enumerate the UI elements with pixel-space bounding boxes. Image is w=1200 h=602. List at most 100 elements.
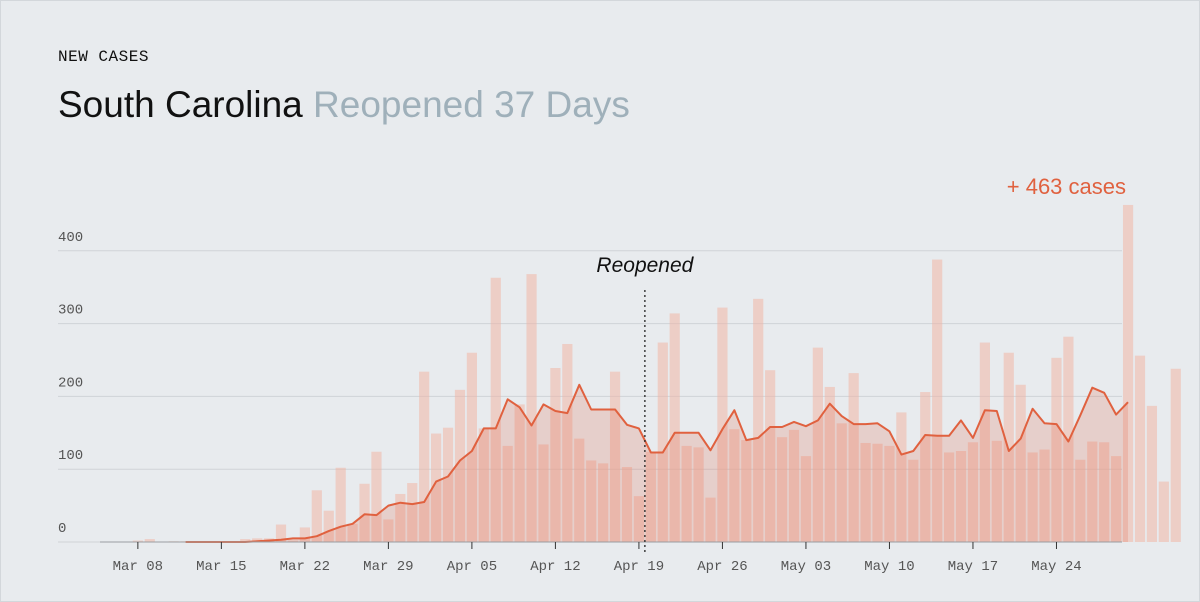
daily-bar — [967, 442, 979, 542]
daily-bar — [836, 423, 847, 542]
daily-bar — [550, 368, 561, 542]
daily-bar — [776, 437, 788, 542]
daily-bar — [729, 429, 740, 542]
x-axis: Mar 08 Mar 15 Mar 22 Mar 29 Apr 05 Apr 12 Apr … — [100, 541, 1122, 575]
daily-bar — [657, 342, 668, 542]
daily-bar — [908, 459, 919, 542]
daily-bar — [454, 389, 466, 542]
state-title: South Carolina — [58, 84, 303, 125]
daily-bar — [538, 444, 549, 542]
x-tick-label: Mar 08 — [113, 559, 163, 575]
y-tick-label: 100 — [58, 448, 83, 464]
daily-bar — [741, 440, 752, 542]
eyebrow-label: NEW CASES — [58, 48, 149, 66]
daily-bar — [753, 298, 764, 542]
daily-bar — [526, 274, 537, 542]
headline: South Carolina Reopened 37 Days — [58, 84, 630, 126]
y-axis-labels: 0 100 200 300 400 — [58, 230, 83, 537]
x-tick-label: Apr 26 — [697, 559, 747, 575]
daily-bar — [812, 347, 823, 542]
daily-bar — [478, 428, 489, 542]
daily-bar — [991, 440, 1002, 542]
daily-bar — [144, 539, 155, 542]
daily-bar — [514, 404, 525, 542]
daily-bar — [395, 493, 406, 542]
daily-bar — [645, 451, 656, 542]
daily-bar — [1087, 441, 1098, 542]
daily-bar — [609, 371, 621, 542]
daily-bar — [633, 496, 645, 542]
reopen-annotation: Reopened + 463 cases — [596, 174, 1126, 552]
daily-bar — [717, 307, 728, 542]
rolling-average — [185, 383, 1129, 543]
daily-bar — [1134, 355, 1146, 542]
daily-bars — [132, 204, 1181, 542]
y-tick-label: 200 — [58, 375, 83, 391]
daily-bar — [275, 524, 287, 542]
daily-bar — [896, 412, 907, 542]
daily-bar — [287, 540, 299, 542]
daily-bar — [359, 483, 370, 542]
x-tick-label: May 24 — [1031, 559, 1081, 575]
daily-bar — [598, 463, 609, 542]
daily-bar — [323, 510, 334, 542]
daily-bar — [872, 443, 883, 542]
daily-bar — [502, 445, 513, 542]
daily-bar — [490, 277, 501, 542]
daily-bar — [800, 456, 812, 542]
daily-bar — [932, 259, 943, 542]
daily-bar — [824, 386, 835, 542]
daily-bar — [1015, 384, 1026, 542]
daily-bar — [1158, 481, 1169, 542]
daily-bar — [693, 447, 704, 542]
daily-bar — [299, 527, 310, 542]
rolling-average-line — [185, 383, 1129, 543]
daily-bar — [407, 483, 418, 542]
daily-bar — [466, 352, 477, 542]
daily-bar — [442, 427, 454, 542]
x-tick-label: Mar 29 — [363, 559, 413, 575]
daily-bar — [860, 442, 871, 542]
reopened-subtitle: Reopened 37 Days — [313, 84, 630, 125]
daily-bar — [848, 373, 859, 542]
x-tick-label: Apr 12 — [530, 559, 580, 575]
daily-bar — [884, 445, 895, 542]
daily-bar — [1099, 442, 1110, 542]
daily-bar — [252, 538, 263, 542]
x-tick-label: May 03 — [781, 559, 831, 575]
daily-bar — [1027, 452, 1038, 542]
daily-bar — [955, 451, 967, 542]
peak-callout: + 463 cases — [1007, 174, 1126, 199]
y-tick-label: 400 — [58, 230, 83, 246]
y-tick-label: 0 — [58, 521, 66, 537]
daily-bar — [1170, 368, 1181, 542]
daily-bar — [574, 438, 585, 542]
daily-bar — [1122, 204, 1134, 542]
daily-bar — [431, 433, 442, 542]
daily-bar — [562, 343, 573, 542]
reopen-label: Reopened — [596, 254, 694, 277]
daily-bar — [979, 342, 990, 542]
daily-bar — [132, 540, 143, 542]
daily-bar — [371, 451, 382, 542]
x-tick-label: Mar 22 — [280, 559, 330, 575]
x-tick-label: Apr 19 — [614, 559, 664, 575]
x-tick-label: May 10 — [864, 559, 914, 575]
daily-bar — [681, 445, 692, 542]
daily-bar — [586, 460, 597, 542]
daily-bar — [347, 523, 358, 542]
daily-bar — [765, 370, 776, 542]
daily-bar — [1075, 459, 1086, 542]
daily-bar — [1146, 405, 1158, 542]
daily-bar — [920, 392, 931, 542]
x-tick-label: Mar 15 — [196, 559, 246, 575]
y-tick-label: 300 — [58, 303, 83, 319]
daily-bar — [788, 429, 800, 542]
daily-bar — [1039, 449, 1050, 542]
daily-bar — [944, 452, 955, 542]
x-tick-label: Apr 05 — [447, 559, 497, 575]
daily-bar — [1051, 357, 1062, 542]
daily-bar — [669, 313, 680, 542]
daily-bar — [705, 497, 716, 542]
